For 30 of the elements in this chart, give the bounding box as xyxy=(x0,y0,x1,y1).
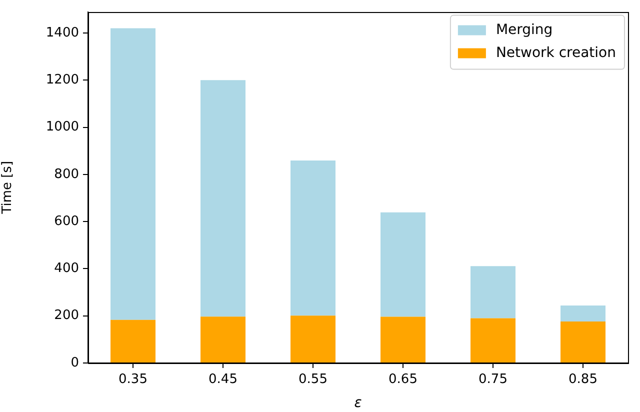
legend-label: Network creation xyxy=(496,44,616,61)
bar xyxy=(470,318,516,362)
y-tick-label: 800 xyxy=(54,166,79,182)
y-tick-label: 1200 xyxy=(46,72,79,88)
bar xyxy=(200,80,246,317)
y-tick-label: 400 xyxy=(54,261,79,276)
bar xyxy=(560,322,606,362)
bar xyxy=(560,305,606,322)
bar xyxy=(110,320,156,362)
x-tick-label: 0.55 xyxy=(298,372,328,388)
bar xyxy=(380,316,426,362)
bar xyxy=(110,28,156,320)
x-tick-label: 0.75 xyxy=(478,372,508,388)
y-tick-label: 600 xyxy=(54,214,79,229)
x-axis-title: ε xyxy=(354,395,362,412)
legend-label: Merging xyxy=(496,22,553,38)
bar xyxy=(200,316,246,362)
bar xyxy=(290,160,336,316)
x-tick-label: 0.65 xyxy=(388,372,418,388)
bar xyxy=(380,212,426,317)
x-tick-label: 0.85 xyxy=(568,372,598,388)
bar xyxy=(470,266,516,318)
bar xyxy=(290,316,336,362)
y-tick-label: 1000 xyxy=(46,120,79,135)
x-tick-label: 0.45 xyxy=(208,372,238,388)
y-axis-title: Time [s] xyxy=(0,160,16,215)
y-tick-label: 1400 xyxy=(46,25,79,40)
x-tick-label: 0.35 xyxy=(118,372,148,388)
y-tick-label: 200 xyxy=(54,308,79,324)
y-tick-label: 0 xyxy=(70,355,79,370)
